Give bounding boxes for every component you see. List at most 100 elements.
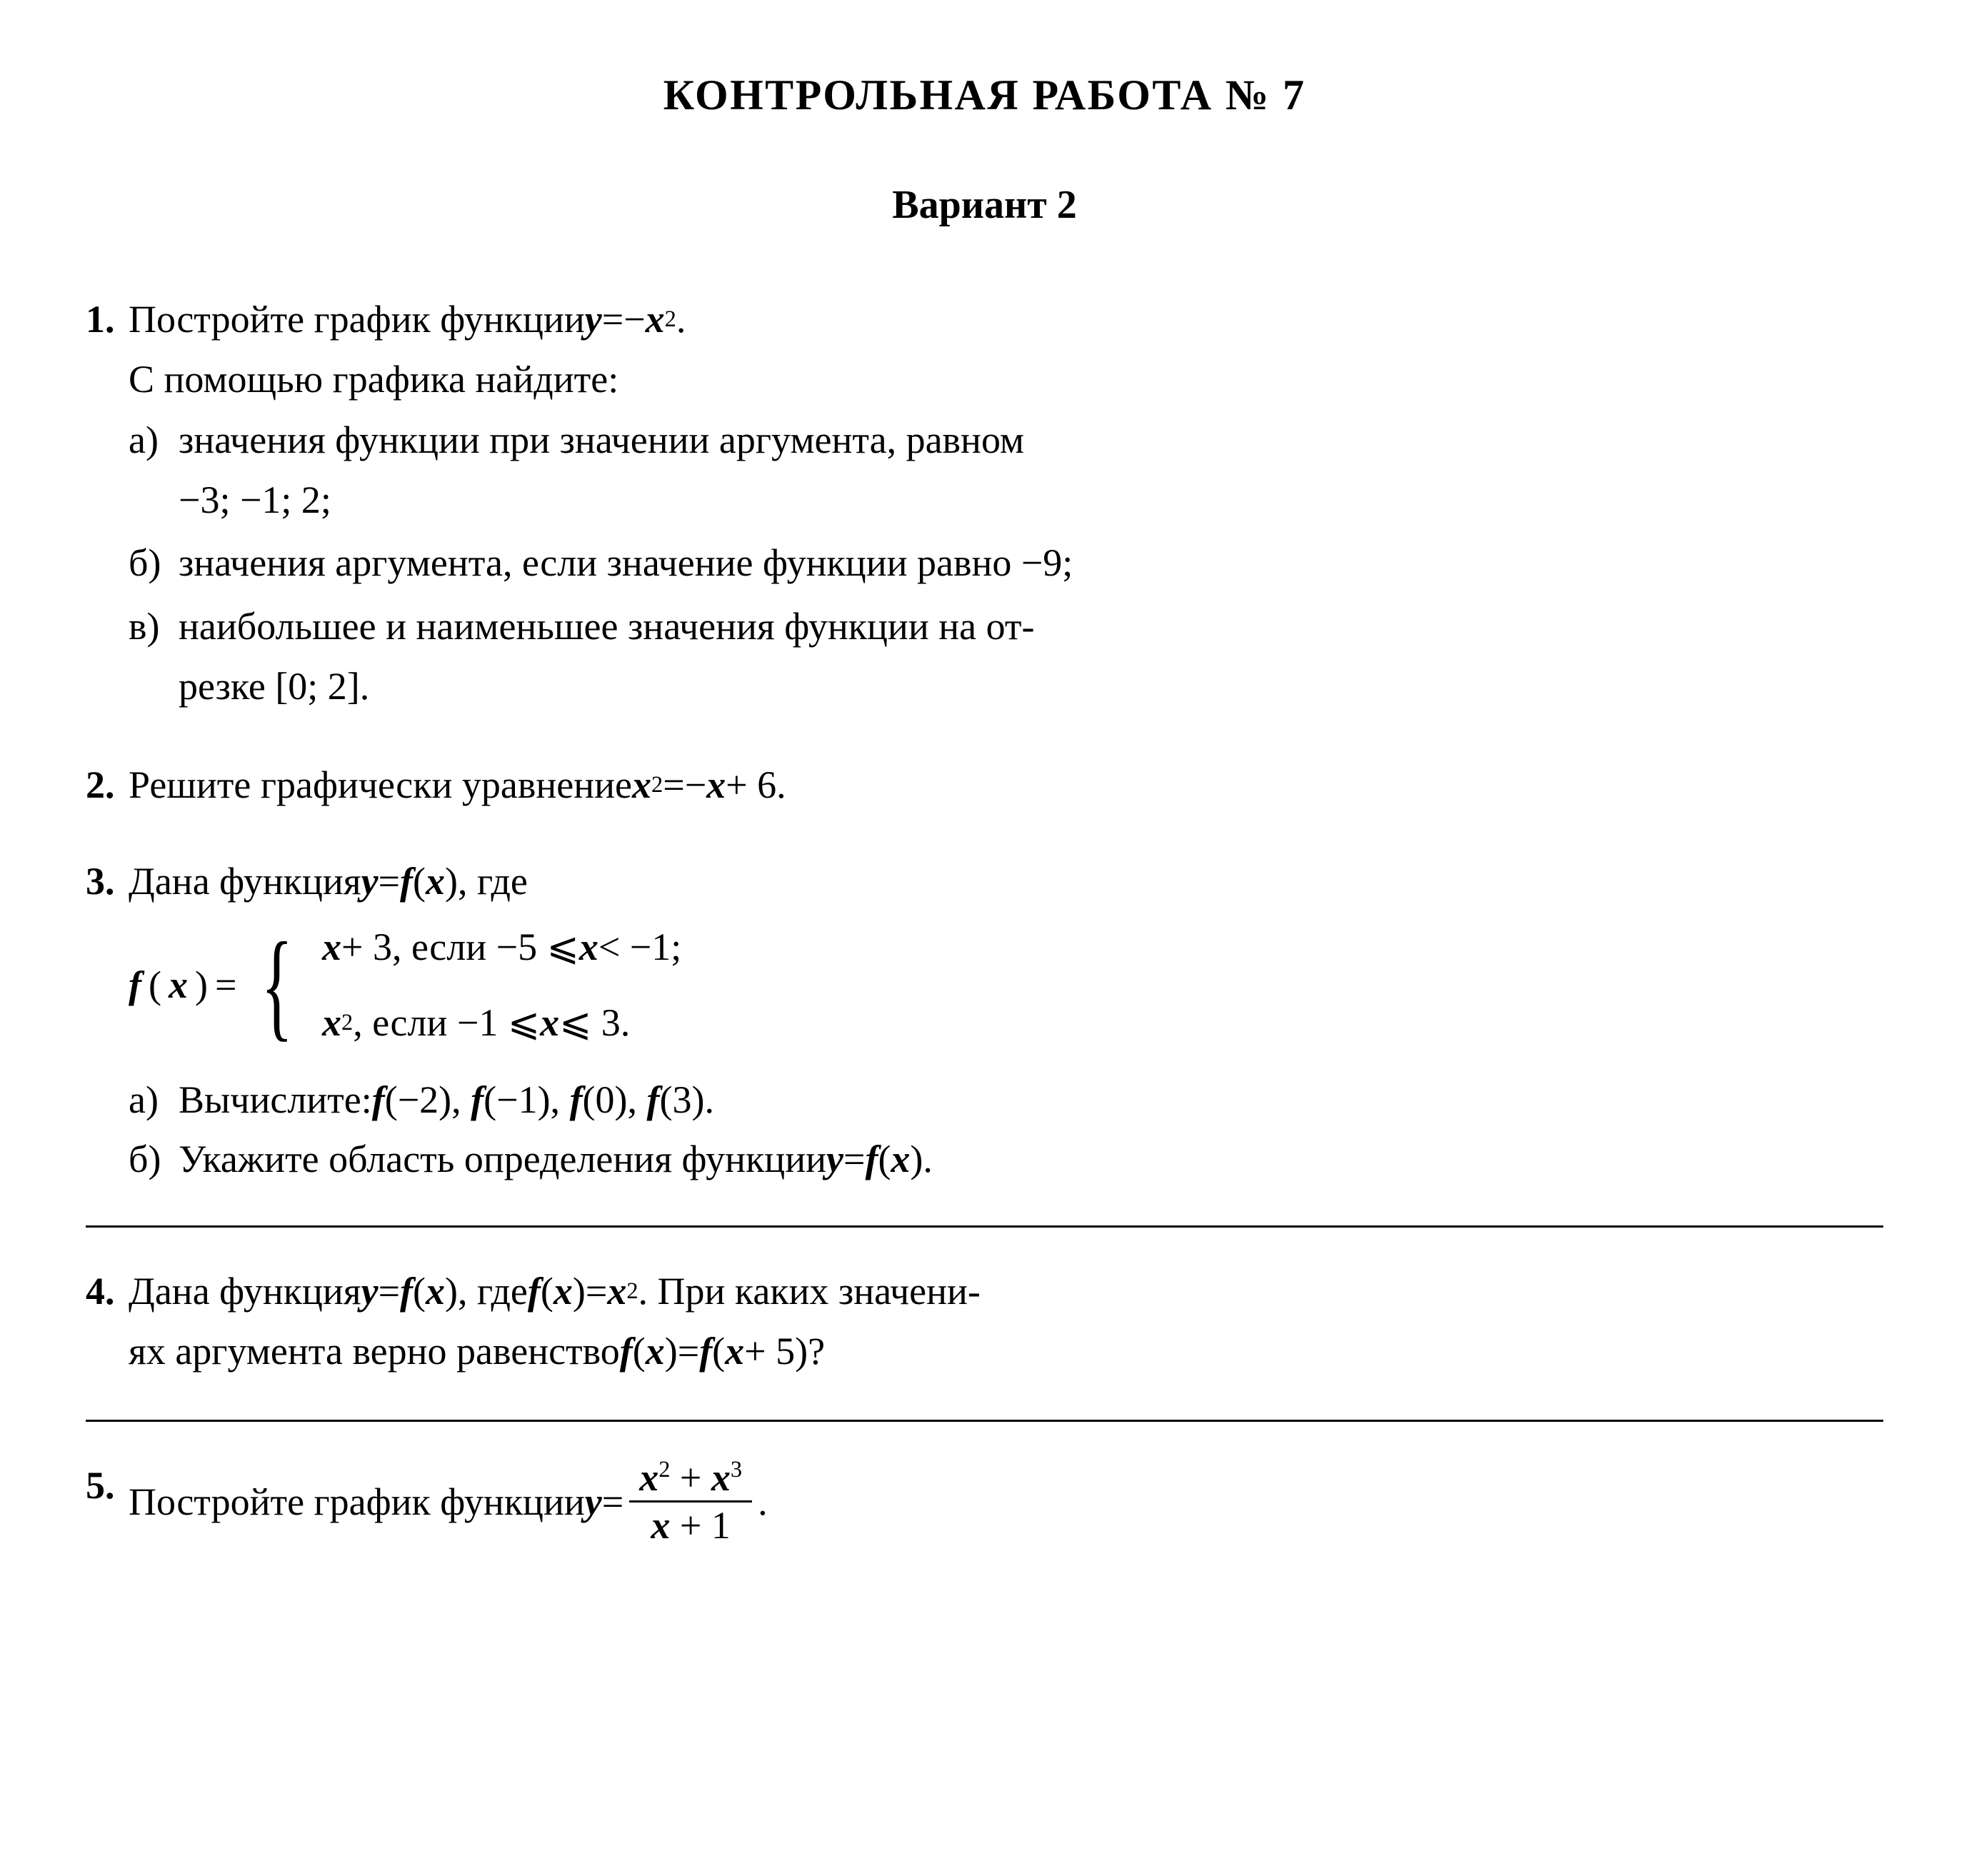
- text: + 3, если −5 ⩽: [341, 919, 579, 975]
- problem-statement-line2: ях аргумента верно равенство f ( x ) = f…: [129, 1323, 1883, 1379]
- text: (−1),: [484, 1072, 560, 1128]
- text: Решите графически уравнение: [129, 757, 632, 813]
- case-2: x 2 , если −1 ⩽ x ⩽ 3.: [322, 995, 681, 1050]
- paren: (: [413, 853, 426, 909]
- var-x: x: [891, 1131, 910, 1187]
- equals: =: [843, 1131, 865, 1187]
- problem-statement: Дана функция y = f ( x ) , где: [129, 853, 1883, 909]
- problem-number: 3.: [86, 853, 129, 909]
- text: + 1: [670, 1504, 730, 1547]
- text: ⩽ 3.: [559, 995, 630, 1050]
- paren: (: [633, 1323, 646, 1379]
- var-x: x: [651, 1504, 670, 1547]
- equals: =: [602, 291, 623, 347]
- var-f: f: [129, 957, 141, 1013]
- var-f: f: [620, 1323, 633, 1379]
- subproblem-b: б) Укажите область определения функции y…: [129, 1131, 1883, 1187]
- var-x: x: [540, 995, 559, 1050]
- divider: [86, 1420, 1883, 1422]
- variant-subtitle: Вариант 2: [86, 176, 1883, 234]
- text: Постройте график функции: [129, 291, 585, 347]
- subproblem-v: в) наибольшее и наименьшее значения функ…: [129, 598, 1883, 719]
- problem-statement: Решите графически уравнение x 2 = − x + …: [129, 757, 1883, 813]
- sub-label: а): [129, 412, 179, 468]
- var-f: f: [647, 1072, 660, 1128]
- equals: =: [663, 757, 684, 813]
- var-x: x: [322, 919, 341, 975]
- paren: ): [445, 853, 458, 909]
- var-x: x: [426, 853, 445, 909]
- exponent: 3: [731, 1457, 742, 1483]
- text: Постройте график функции: [129, 1474, 585, 1530]
- var-y: y: [361, 853, 379, 909]
- sub-label: а): [129, 1072, 179, 1128]
- problem-4: 4. Дана функция y = f ( x ) , где f ( x …: [86, 1263, 1883, 1384]
- problem-statement: Постройте график функции y = x2 + x3 x +…: [129, 1458, 1883, 1546]
- var-y: y: [361, 1263, 379, 1319]
- var-f: f: [699, 1323, 712, 1379]
- text: ях аргумента верно равенство: [129, 1323, 620, 1379]
- var-x: x: [579, 919, 598, 975]
- text: + 6: [726, 757, 776, 813]
- equals: =: [379, 853, 400, 909]
- minus: −: [685, 757, 706, 813]
- var-x: x: [322, 995, 341, 1050]
- text: + 5: [744, 1323, 795, 1379]
- subproblem-a: а) значения функции при значении аргумен…: [129, 412, 1883, 533]
- sub-label: б): [129, 535, 179, 591]
- sub-text: −3; −1; 2;: [179, 472, 1883, 528]
- sub-label: в): [129, 598, 179, 654]
- problem-number: 2.: [86, 757, 129, 813]
- problem-1: 1. Постройте график функции y = − x 2 . …: [86, 291, 1883, 721]
- divider: [86, 1225, 1883, 1228]
- equals: =: [602, 1474, 623, 1530]
- paren: ): [573, 1263, 586, 1319]
- dot: .: [676, 291, 686, 347]
- problem-statement: Постройте график функции y = − x 2 .: [129, 291, 1883, 347]
- problem-number: 1.: [86, 291, 129, 347]
- paren: )?: [795, 1323, 825, 1379]
- problem-statement: Дана функция y = f ( x ) , где f ( x ) =…: [129, 1263, 1883, 1319]
- var-f: f: [400, 1263, 413, 1319]
- var-x: x: [169, 957, 188, 1013]
- paren: (: [541, 1263, 553, 1319]
- minus: −: [623, 291, 645, 347]
- text: < −1;: [598, 919, 681, 975]
- piecewise-definition: f ( x ) = { x + 3, если −5 ⩽ x < −1; x: [129, 919, 1883, 1051]
- var-x: x: [607, 1263, 626, 1319]
- paren: (: [413, 1263, 426, 1319]
- sub-text: значения аргумента, если значение функци…: [179, 535, 1883, 591]
- var-f: f: [400, 853, 413, 909]
- text: . При каких значени-: [638, 1263, 981, 1319]
- problem-2: 2. Решите графически уравнение x 2 = − x…: [86, 757, 1883, 817]
- paren: (: [878, 1131, 891, 1187]
- var-x: x: [725, 1323, 744, 1379]
- equals: =: [215, 957, 236, 1013]
- var-x: x: [711, 1456, 731, 1499]
- var-y: y: [585, 291, 602, 347]
- text: Укажите область определения функции: [179, 1131, 826, 1187]
- dot: .: [776, 757, 786, 813]
- paren: ): [445, 1263, 458, 1319]
- equals: =: [678, 1323, 699, 1379]
- subproblem-b: б) значения аргумента, если значение фун…: [129, 535, 1883, 595]
- paren: ).: [910, 1131, 932, 1187]
- paren: (: [149, 957, 161, 1013]
- paren: (: [712, 1323, 725, 1379]
- text: Вычислите:: [179, 1072, 372, 1128]
- sub-text: резке [0; 2].: [179, 658, 1883, 714]
- text: (3).: [660, 1072, 714, 1128]
- text: , где: [458, 1263, 528, 1319]
- var-x: x: [646, 1323, 665, 1379]
- problem-number: 4.: [86, 1263, 129, 1319]
- problem-5: 5. Постройте график функции y = x2 + x3 …: [86, 1458, 1883, 1550]
- var-x: x: [639, 1456, 658, 1499]
- var-f: f: [372, 1072, 385, 1128]
- var-x: x: [632, 757, 651, 813]
- brace-icon: {: [261, 936, 294, 1033]
- equals: =: [586, 1263, 607, 1319]
- problem-number: 5.: [86, 1458, 129, 1513]
- dot: .: [758, 1474, 768, 1530]
- paren: ): [665, 1323, 678, 1379]
- exponent: 2: [658, 1457, 670, 1483]
